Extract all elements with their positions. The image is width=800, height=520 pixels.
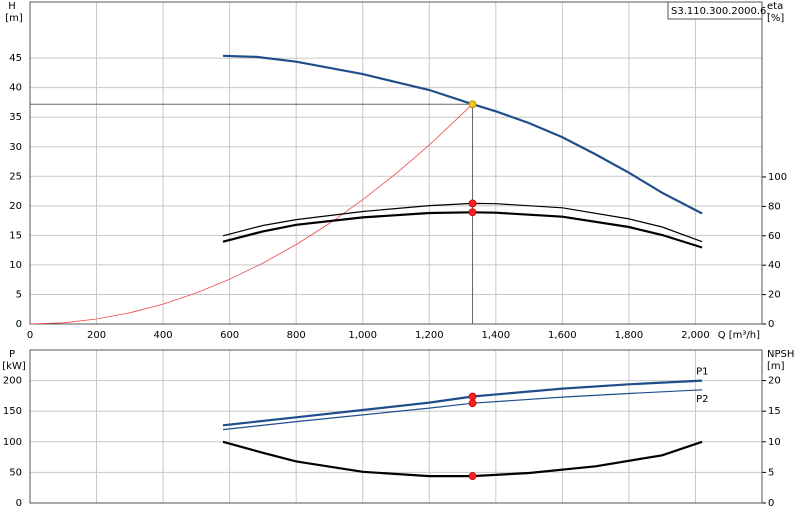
x-tick-label: 1,000 bbox=[348, 330, 377, 341]
plot-area bbox=[30, 2, 762, 324]
y2-tick-label: 5 bbox=[768, 467, 774, 478]
operating-point bbox=[468, 100, 477, 109]
x-tick-label: 1,600 bbox=[548, 330, 577, 341]
x-tick-label: 200 bbox=[87, 330, 106, 341]
y2-tick-label: 15 bbox=[768, 406, 781, 417]
x-axis-label: Q [m³/h] bbox=[718, 330, 760, 341]
curve bbox=[29, 103, 473, 325]
series-label: P1 bbox=[696, 367, 708, 378]
series-label: P2 bbox=[696, 394, 708, 405]
y-tick-label: 25 bbox=[9, 171, 22, 182]
plot-area bbox=[30, 350, 762, 503]
y2-tick-label: 0 bbox=[768, 498, 774, 509]
y-tick-label: 5 bbox=[16, 289, 22, 300]
y2-axis-label: eta bbox=[767, 1, 783, 12]
y-tick-label: 200 bbox=[3, 376, 22, 387]
y2-tick-label: 20 bbox=[768, 376, 781, 387]
x-tick-label: 2,000 bbox=[681, 330, 710, 341]
y-tick-label: 15 bbox=[9, 230, 22, 241]
y-tick-label: 35 bbox=[9, 112, 22, 123]
y-axis-label: P bbox=[9, 349, 15, 360]
x-tick-label: 400 bbox=[154, 330, 173, 341]
y2-tick-label: 100 bbox=[768, 172, 787, 183]
y-tick-label: 150 bbox=[3, 406, 22, 417]
y-axis-label: H bbox=[8, 1, 16, 12]
x-tick-label: 1,400 bbox=[481, 330, 510, 341]
plot-frame bbox=[29, 349, 763, 504]
curve bbox=[222, 440, 703, 478]
chart-title: S3.110.300.2000.6. bbox=[671, 6, 770, 17]
x-tick-label: 600 bbox=[220, 330, 239, 341]
y2-tick-label: 60 bbox=[768, 231, 781, 242]
y-tick-label: 40 bbox=[9, 83, 22, 94]
y2-axis-unit: [%] bbox=[767, 13, 784, 24]
title-box bbox=[667, 1, 763, 20]
x-tick-label: 800 bbox=[287, 330, 306, 341]
y2-axis-unit: [m] bbox=[767, 361, 785, 372]
curve bbox=[222, 54, 703, 215]
x-tick-label: 1,200 bbox=[415, 330, 444, 341]
y2-tick-label: 0 bbox=[768, 319, 774, 330]
y-tick-label: 100 bbox=[3, 437, 22, 448]
y2-axis-label: NPSH bbox=[767, 349, 794, 360]
x-tick-label: 1,800 bbox=[615, 330, 644, 341]
y-tick-label: 30 bbox=[9, 142, 22, 153]
operating-point bbox=[468, 472, 477, 480]
operating-point bbox=[468, 399, 477, 408]
curve bbox=[222, 379, 703, 427]
y-tick-label: 45 bbox=[9, 53, 22, 64]
y2-tick-label: 10 bbox=[768, 437, 781, 448]
x-tick-label: 0 bbox=[27, 330, 33, 341]
y-tick-label: 10 bbox=[9, 260, 22, 271]
y2-tick-label: 80 bbox=[768, 201, 781, 212]
operating-point bbox=[468, 199, 477, 208]
y-tick-label: 0 bbox=[16, 319, 22, 330]
y-tick-label: 50 bbox=[9, 467, 22, 478]
y-axis-unit: [kW] bbox=[2, 361, 26, 372]
curve bbox=[222, 389, 703, 431]
y-axis-unit: [m] bbox=[5, 13, 23, 24]
operating-point bbox=[468, 392, 477, 401]
y2-tick-label: 20 bbox=[768, 290, 781, 301]
y-tick-label: 0 bbox=[16, 498, 22, 509]
plot-frame bbox=[29, 1, 763, 325]
y2-tick-label: 40 bbox=[768, 260, 781, 271]
y-tick-label: 20 bbox=[9, 201, 22, 212]
operating-point bbox=[468, 208, 477, 217]
